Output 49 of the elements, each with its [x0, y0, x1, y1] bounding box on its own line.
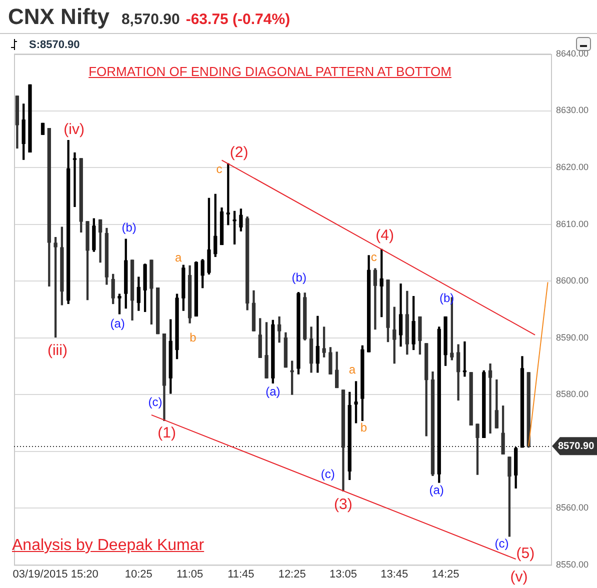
- annotation: (b): [122, 220, 136, 235]
- text: S:8570.90: [29, 39, 80, 51]
- x-tick-label: 13:05: [329, 568, 357, 580]
- annotation: (2): [230, 144, 248, 161]
- x-tick-label: 10:25: [124, 568, 152, 580]
- annotation: (1): [158, 424, 176, 442]
- x-tick-label: 12:25: [278, 568, 306, 580]
- annotation: FORMATION OF ENDING DIAGONAL PATTERN AT BOTTOM: [88, 64, 452, 79]
- annotation: c: [216, 162, 222, 176]
- x-tick-label: 14:25: [432, 568, 460, 580]
- x-tick-label: 11:45: [228, 568, 254, 580]
- y-tick-label: 8640.00: [556, 48, 589, 58]
- ref-line-label: 8570.90: [558, 440, 595, 452]
- annotation: Analysis by Deepak Kumar: [12, 537, 204, 555]
- annotation: (a): [429, 482, 444, 497]
- x-tick-label: 13:45: [380, 568, 408, 580]
- chart-title: CNX Nifty: [8, 4, 110, 29]
- y-tick-label: 8560.00: [556, 502, 589, 513]
- annotation: (a): [110, 316, 125, 330]
- annotation: b: [360, 420, 368, 434]
- y-tick-label: 8550.00: [556, 559, 589, 570]
- annotation: (a): [266, 384, 280, 399]
- annotation: (b): [292, 270, 306, 284]
- candlestick: [488, 364, 492, 434]
- annotation: a: [174, 250, 182, 265]
- candlestick: [72, 152, 77, 208]
- text: -63.75 (-0.74%): [186, 11, 290, 28]
- annotation: (b): [439, 290, 454, 305]
- y-tick-label: 8620.00: [556, 162, 589, 172]
- annotation: (c): [494, 536, 509, 551]
- annotation: a: [348, 362, 356, 376]
- chart-subtitle: 8,570.90: [121, 11, 180, 28]
- y-tick-label: 8610.00: [556, 218, 589, 229]
- x-tick-label: 03/19/2015 15:20: [12, 568, 98, 580]
- annotation: c: [370, 250, 377, 264]
- annotation: (3): [334, 496, 352, 513]
- annotation: (5): [516, 545, 535, 562]
- annotation: (4): [376, 226, 394, 244]
- text: (v): [510, 568, 528, 586]
- annotation: (iv): [64, 121, 85, 138]
- y-tick-label: 8600.00: [556, 276, 589, 286]
- annotation: b: [190, 330, 197, 345]
- y-tick-label: 8630.00: [556, 105, 589, 116]
- annotation: (c): [148, 394, 162, 409]
- y-tick-label: 8580.00: [556, 389, 589, 400]
- y-tick-label: 8590.00: [556, 332, 589, 342]
- annotation: (iii): [47, 342, 68, 359]
- x-tick-label: 11:05: [176, 568, 204, 580]
- annotation: (c): [320, 466, 335, 481]
